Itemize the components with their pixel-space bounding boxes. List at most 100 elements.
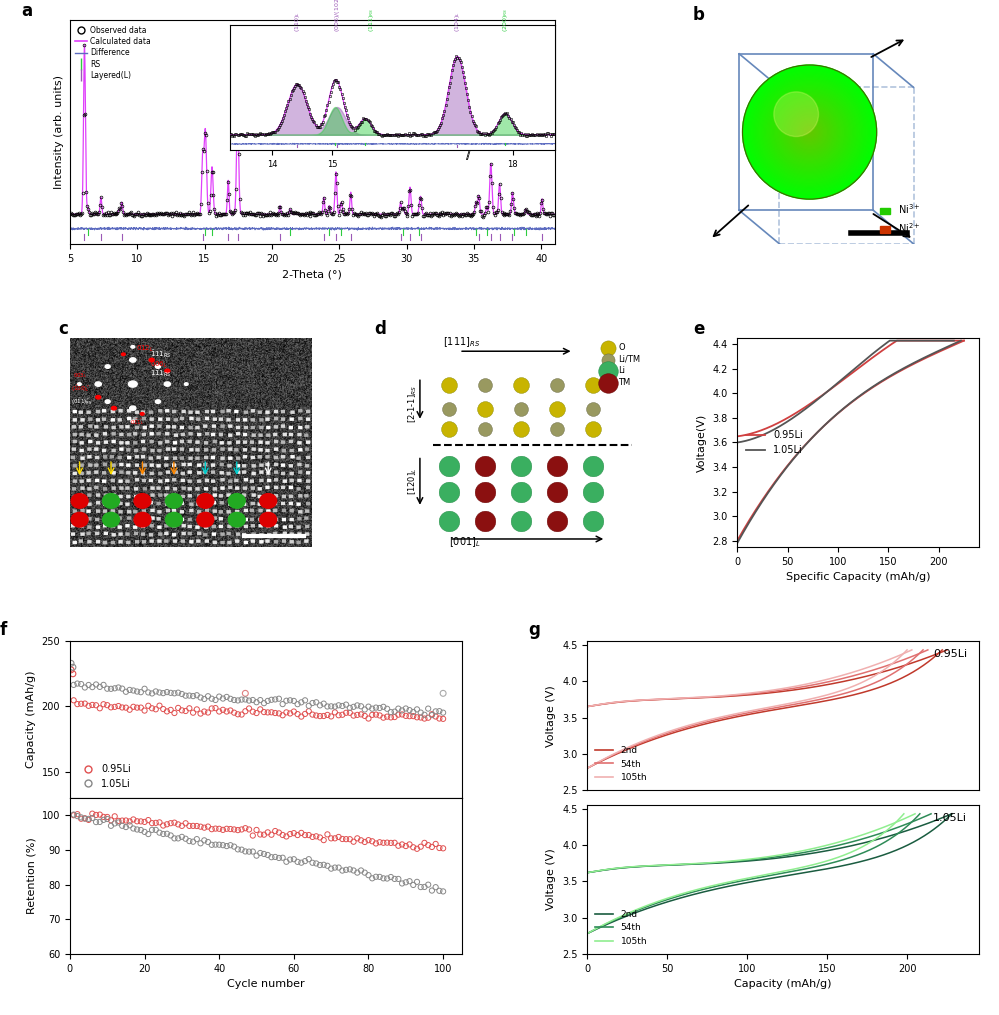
- Circle shape: [775, 98, 844, 166]
- Point: [478, 458, 494, 474]
- Point: [122, 813, 138, 829]
- Point: [346, 833, 362, 850]
- Point: [372, 834, 388, 851]
- Point: [223, 821, 239, 837]
- Point: [413, 879, 429, 895]
- Point: [353, 698, 369, 715]
- Point: [335, 831, 351, 848]
- Point: [92, 814, 108, 830]
- Point: [271, 705, 287, 722]
- 54th: [925, 808, 937, 820]
- Point: [305, 706, 321, 723]
- Point: [316, 707, 332, 724]
- Point: [309, 828, 325, 844]
- Circle shape: [103, 513, 120, 527]
- Point: [442, 377, 458, 393]
- Point: [316, 857, 332, 873]
- Point: [305, 829, 321, 845]
- Point: [267, 691, 283, 707]
- Point: [513, 401, 529, 417]
- Point: [432, 883, 448, 899]
- 0.95Li: [895, 364, 907, 377]
- 54th: [581, 700, 593, 713]
- Point: [126, 698, 142, 715]
- Point: [387, 871, 403, 887]
- Point: [342, 699, 358, 716]
- Point: [178, 815, 194, 831]
- Point: [294, 694, 310, 710]
- Point: [96, 812, 112, 828]
- Point: [275, 850, 291, 866]
- Point: [155, 701, 171, 718]
- Point: [155, 685, 171, 701]
- Point: [406, 839, 422, 856]
- Circle shape: [229, 513, 245, 527]
- Point: [301, 827, 317, 843]
- Point: [417, 710, 433, 727]
- Point: [66, 692, 82, 708]
- Point: [122, 817, 138, 833]
- Point: [331, 697, 347, 714]
- Circle shape: [748, 71, 871, 194]
- Circle shape: [788, 111, 831, 153]
- Point: [260, 693, 276, 709]
- Point: [204, 836, 220, 853]
- Point: [211, 703, 227, 720]
- Circle shape: [795, 118, 824, 147]
- Circle shape: [806, 129, 813, 135]
- Point: [413, 704, 429, 721]
- Point: [140, 697, 156, 714]
- Point: [238, 703, 254, 720]
- Point: [417, 706, 433, 723]
- Point: [226, 821, 242, 837]
- Point: [178, 702, 194, 719]
- Point: [331, 707, 347, 724]
- Point: [282, 852, 298, 868]
- Circle shape: [71, 493, 88, 509]
- 1.05Li: [872, 378, 884, 390]
- Point: [421, 837, 437, 854]
- Point: [432, 703, 448, 720]
- Point: [193, 689, 209, 705]
- Point: [200, 704, 216, 721]
- Line: 54th: 54th: [587, 650, 928, 706]
- Circle shape: [103, 493, 120, 509]
- Circle shape: [766, 89, 853, 176]
- Point: [282, 705, 298, 722]
- Point: [193, 835, 209, 852]
- Circle shape: [166, 513, 183, 527]
- Point: [66, 807, 82, 823]
- Point: [114, 818, 130, 834]
- Point: [204, 821, 220, 837]
- Circle shape: [745, 67, 874, 197]
- Point: [167, 704, 183, 721]
- Circle shape: [807, 130, 812, 134]
- Point: [170, 830, 186, 847]
- Point: [402, 702, 418, 719]
- Point: [230, 706, 246, 723]
- Point: [163, 815, 179, 831]
- 2nd: [700, 858, 712, 870]
- Point: [253, 692, 269, 708]
- Text: $[2\text{-}1\text{-}1]_{RS}$: $[2\text{-}1\text{-}1]_{RS}$: [407, 385, 420, 422]
- Point: [342, 704, 358, 721]
- 0.95Li: [821, 417, 833, 429]
- Point: [327, 704, 343, 721]
- Point: [585, 421, 601, 437]
- Point: [428, 703, 444, 720]
- Point: [170, 699, 186, 716]
- 54th: [797, 847, 809, 859]
- 2nd: [941, 644, 953, 656]
- 105th: [815, 675, 827, 687]
- Point: [383, 709, 399, 726]
- 2nd: [698, 691, 710, 703]
- Circle shape: [791, 114, 828, 150]
- Point: [478, 484, 494, 500]
- Circle shape: [782, 105, 837, 159]
- Circle shape: [781, 104, 838, 160]
- Y-axis label: Intensity (arb. units): Intensity (arb. units): [54, 75, 64, 189]
- Point: [357, 707, 373, 724]
- Circle shape: [764, 86, 855, 178]
- Point: [585, 401, 601, 417]
- Point: [129, 683, 145, 699]
